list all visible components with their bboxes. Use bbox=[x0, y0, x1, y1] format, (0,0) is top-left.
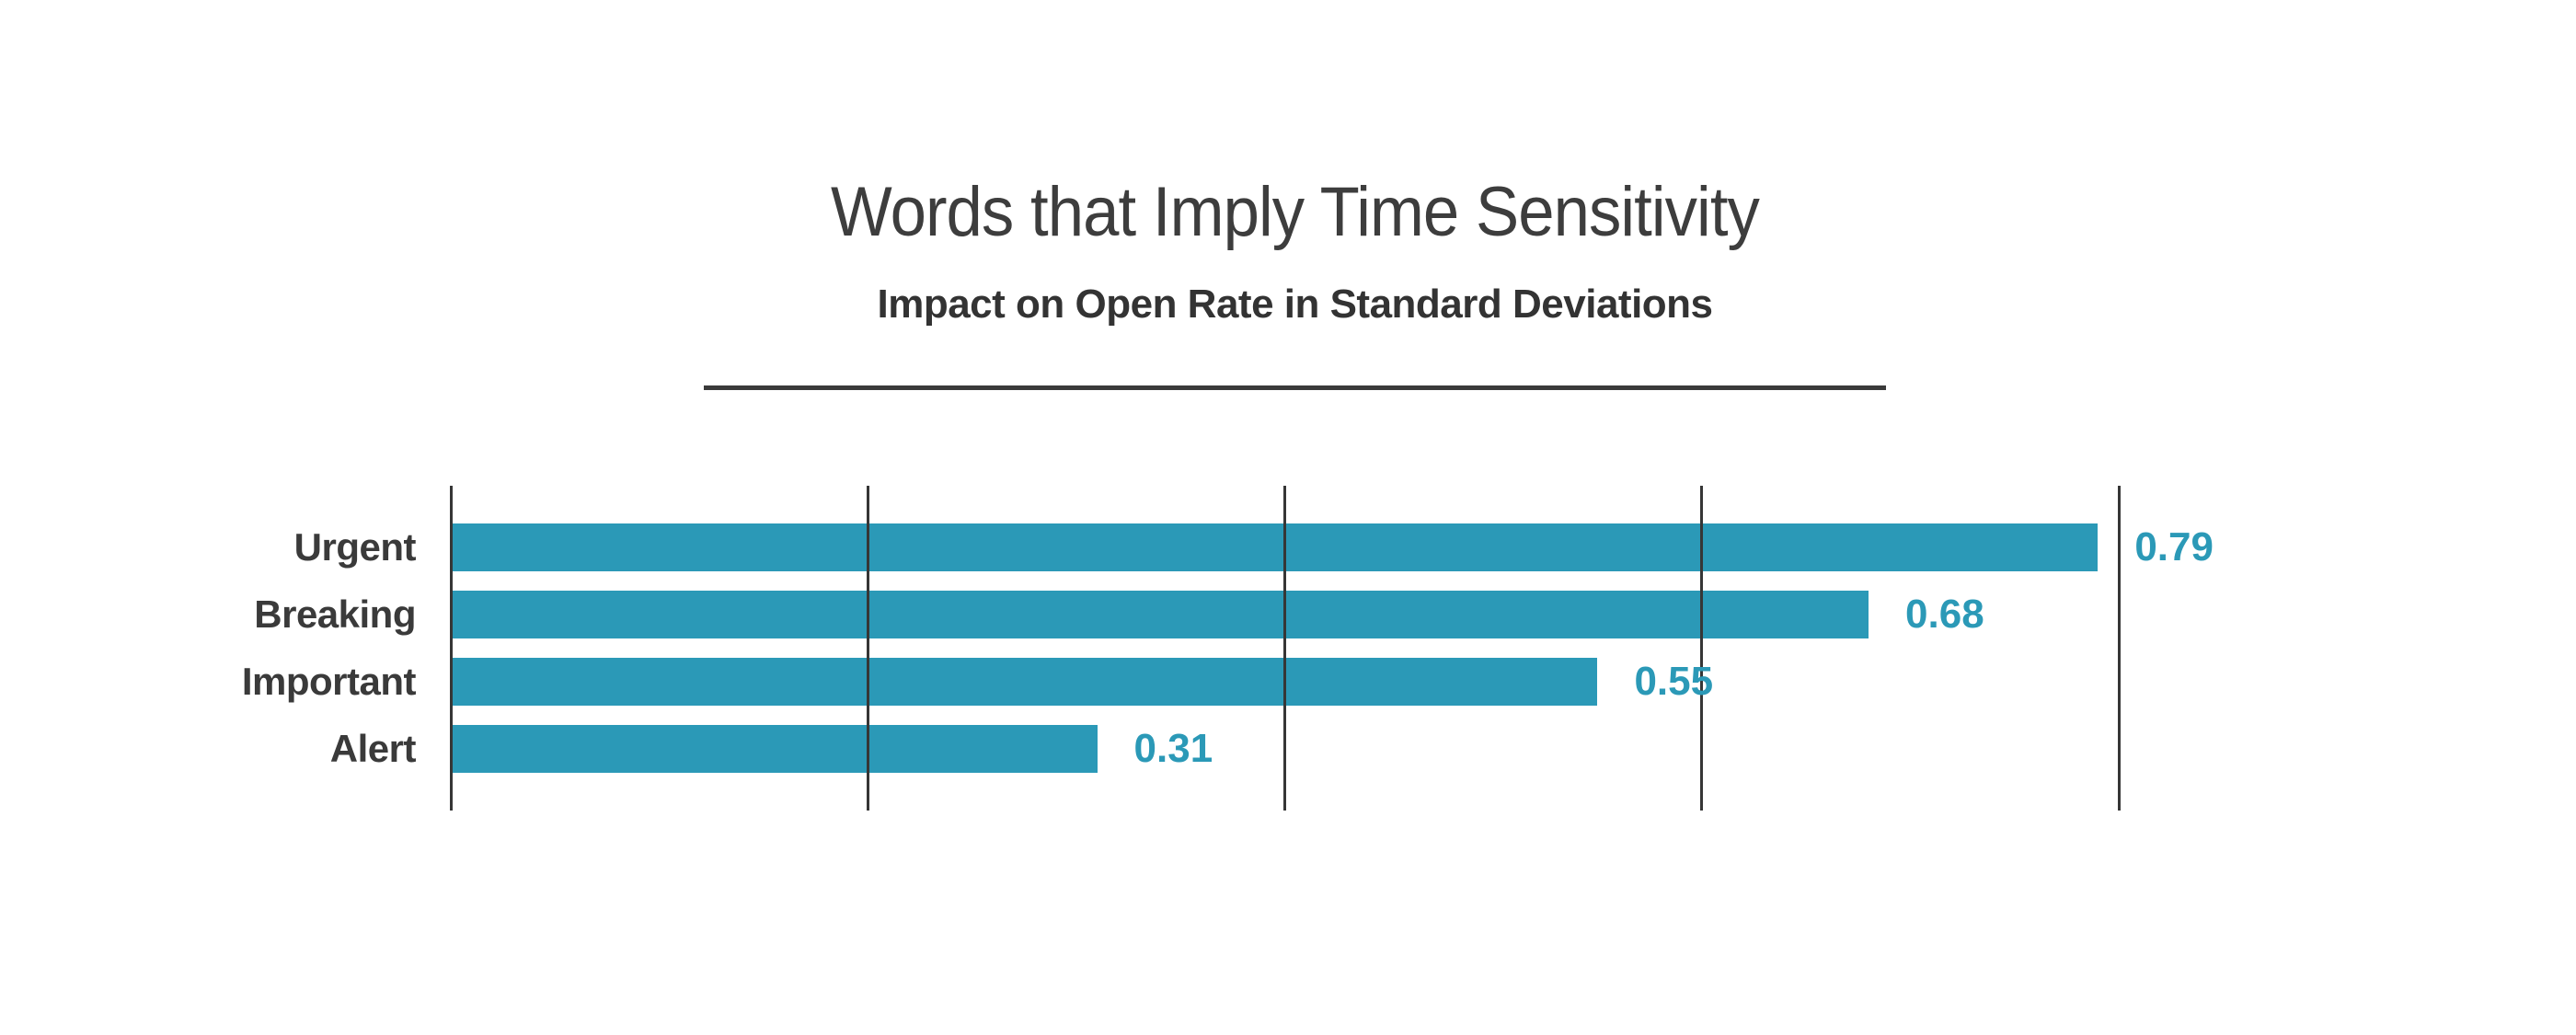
bar-important bbox=[451, 658, 1598, 706]
value-label: 0.68 bbox=[1905, 592, 1984, 637]
category-label: Breaking bbox=[254, 592, 416, 636]
value-label: 0.79 bbox=[2134, 524, 2214, 569]
bar-row: Important 0.55 bbox=[242, 658, 2119, 706]
chart-header: Words that Imply Time Sensitivity Impact… bbox=[704, 0, 1886, 396]
bar-row: Alert 0.31 bbox=[330, 725, 2119, 773]
bar-urgent bbox=[451, 523, 2099, 571]
x-gridline bbox=[2117, 486, 2121, 811]
x-gridline bbox=[866, 486, 869, 811]
chart-subtitle: Impact on Open Rate in Standard Deviatio… bbox=[877, 282, 1713, 327]
x-gridline bbox=[1700, 486, 1704, 811]
chart-title: Words that Imply Time Sensitivity bbox=[831, 173, 1760, 251]
x-gridline bbox=[1283, 486, 1286, 811]
bar-row: Breaking 0.68 bbox=[254, 591, 2119, 638]
value-label: 0.31 bbox=[1133, 726, 1213, 771]
value-label: 0.55 bbox=[1634, 659, 1714, 704]
bar-breaking bbox=[451, 591, 1869, 638]
category-label: Alert bbox=[329, 727, 417, 770]
bar-alert bbox=[451, 725, 1098, 773]
category-label: Urgent bbox=[293, 525, 417, 569]
x-gridline bbox=[449, 486, 453, 811]
header-divider bbox=[704, 385, 1886, 390]
plot-area: Urgent 0.79 Breaking 0.68 Important 0.55… bbox=[242, 486, 2214, 811]
bar-row: Urgent 0.79 bbox=[294, 523, 2214, 571]
category-label: Important bbox=[241, 660, 417, 703]
